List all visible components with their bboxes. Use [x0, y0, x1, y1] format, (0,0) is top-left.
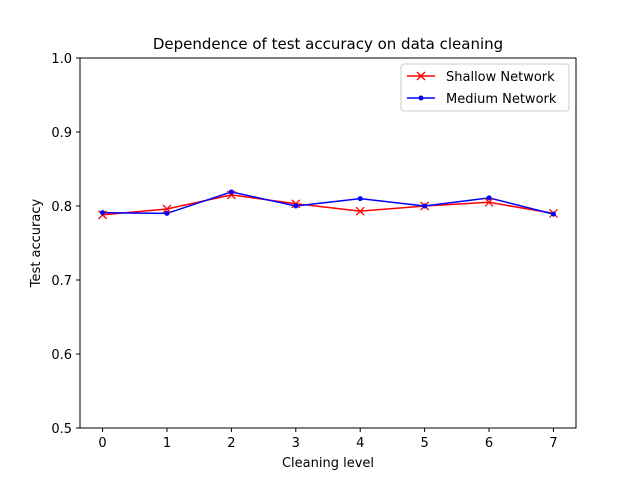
x-tick-label: 1	[163, 436, 171, 451]
legend-marker-1	[418, 95, 424, 101]
x-tick-label: 3	[292, 436, 300, 451]
series-line-1	[102, 191, 554, 215]
data-point-series-1	[228, 189, 234, 195]
x-tick-label: 6	[485, 436, 493, 451]
x-tick-label: 5	[420, 436, 428, 451]
legend-marker-0	[416, 71, 426, 81]
data-point-series-1	[422, 203, 428, 209]
x-tick-label: 7	[549, 436, 557, 451]
series-lines	[102, 191, 554, 216]
plot-frame	[79, 57, 577, 429]
data-point-series-1	[293, 203, 299, 209]
y-tick-label: 1.0	[51, 52, 72, 67]
series-markers	[98, 189, 558, 220]
data-point-series-1	[486, 195, 492, 201]
legend-label-0: Shallow Network	[446, 70, 555, 85]
data-point-series-1	[550, 211, 556, 217]
y-tick-label: 0.8	[51, 200, 72, 215]
y-tick-label: 0.5	[51, 422, 72, 437]
data-point-series-0	[226, 190, 236, 200]
legend-box	[400, 63, 570, 112]
y-tick-label: 0.9	[51, 126, 72, 141]
y-tick-label: 0.7	[51, 274, 72, 289]
y-axis-label: Test accuracy	[29, 199, 44, 289]
x-tick-label: 4	[356, 436, 364, 451]
data-point-series-0	[355, 206, 365, 216]
x-tick-label: 2	[227, 436, 235, 451]
x-axis-label: Cleaning level	[282, 456, 374, 471]
data-point-series-1	[164, 210, 170, 216]
data-point-series-1	[100, 210, 106, 216]
data-point-series-0	[162, 204, 172, 214]
axis-ticks: 0 1 2 3 4 5 6 7 0.5 0.6 0.7 0.8 0.9 1.0	[51, 52, 557, 451]
x-tick-label: 0	[98, 436, 106, 451]
data-point-series-0	[484, 197, 494, 207]
data-point-series-1	[357, 196, 363, 202]
y-tick-label: 0.6	[51, 348, 72, 363]
legend: Shallow Network Medium Network	[400, 63, 570, 112]
chart-title: Dependence of test accuracy on data clea…	[153, 35, 503, 53]
series-line-0	[102, 194, 554, 216]
legend-label-1: Medium Network	[446, 92, 557, 107]
